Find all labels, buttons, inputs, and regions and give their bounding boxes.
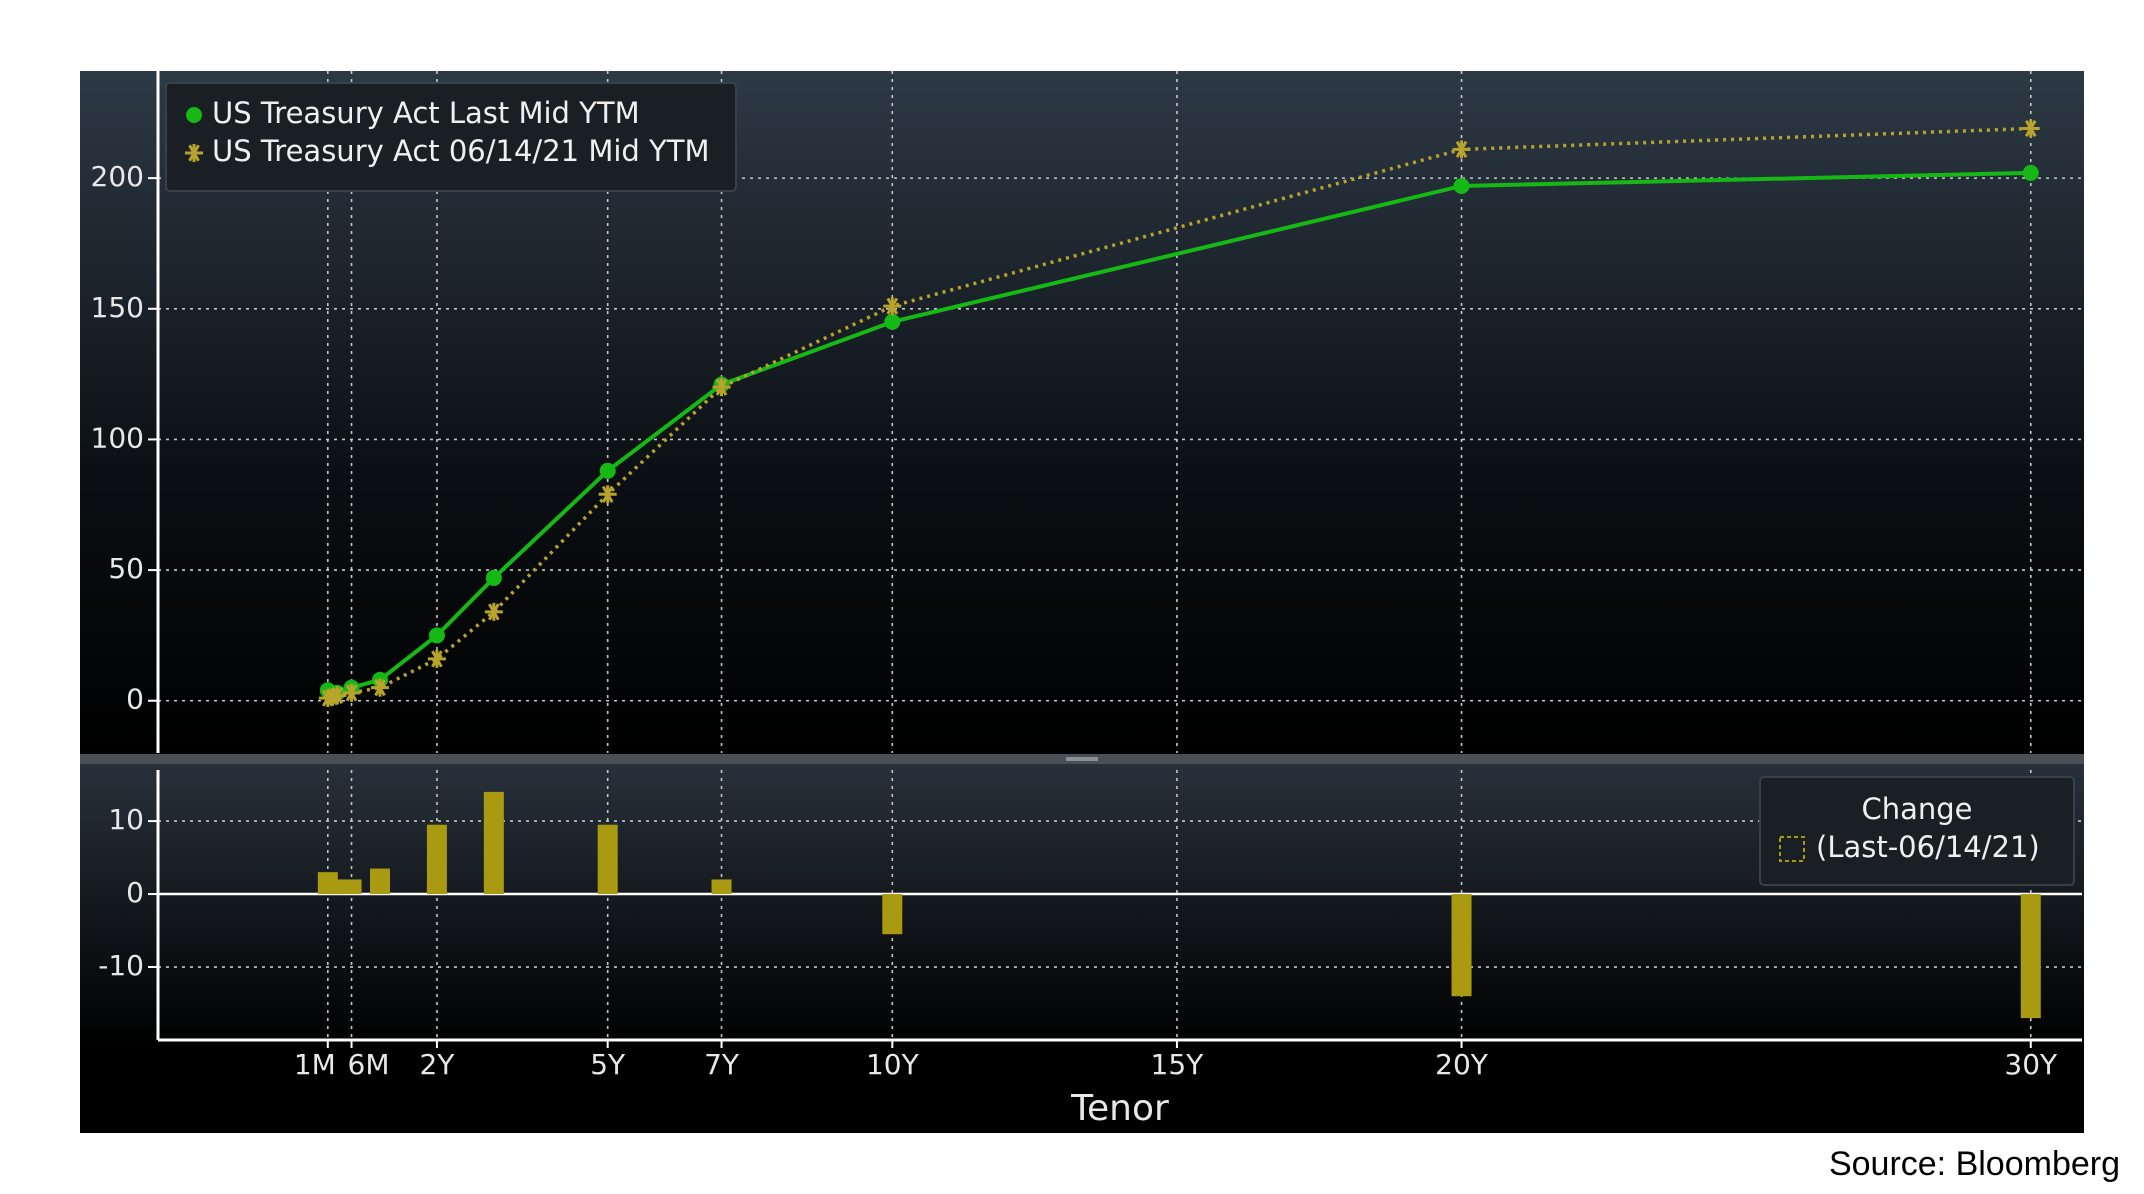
bar [1451,894,1472,997]
bar [483,791,504,895]
x-tick-label: 6M [348,1048,390,1081]
y-tick-label: 50 [108,552,144,585]
divider-handle [1066,757,1098,761]
x-axis-title: Tenor [1070,1088,1169,1129]
x-tick-label: 2Y [419,1048,455,1081]
y-tick-label: 0 [126,876,144,909]
point [328,686,347,705]
x-tick-label: 20Y [1435,1048,1489,1081]
x-tick-label: 5Y [590,1048,626,1081]
bar [711,879,732,895]
y-tick-label: -10 [98,949,144,982]
point [598,485,617,504]
y-tick-label: 200 [91,160,144,193]
y-tick-label: 0 [126,683,144,716]
source: Source: Bloomberg [1829,1145,2120,1183]
legend-box [1759,776,2075,886]
point [599,462,616,479]
bar [327,883,348,895]
x-tick-label: 7Y [704,1048,740,1081]
legend-box [165,82,737,192]
point [883,297,902,316]
point [712,378,731,397]
x-tick-label: 10Y [866,1048,920,1081]
legend-marker [1779,836,1805,862]
legend-title: Change [1861,792,1972,826]
point [427,649,446,668]
point [342,683,361,702]
point [2022,164,2039,181]
legend-label: (Last-06/14/21) [1816,830,2040,864]
x-tick-label: 15Y [1151,1048,1205,1081]
y-tick-label: 100 [91,421,144,454]
point [428,627,445,644]
x-tick-label: 30Y [2004,1048,2058,1081]
point [485,569,502,586]
y-tick-label: 10 [108,803,144,836]
legend-label: US Treasury Act 06/14/21 Mid YTM [212,134,709,168]
point [484,602,503,621]
point [1453,177,1470,194]
bar [341,879,362,895]
point [1452,140,1471,159]
x-tick-label: 1M [294,1048,336,1081]
y-tick-label: 150 [91,291,144,324]
bar [2020,894,2041,1019]
point [371,678,389,697]
bar [597,824,618,895]
legend-marker [186,107,202,123]
point [2021,119,2040,138]
point [884,313,901,330]
legend-label: US Treasury Act Last Mid YTM [212,96,640,130]
bar [882,894,903,935]
lower-panel [80,764,2084,1046]
bar [370,868,390,895]
legend-marker [185,144,203,162]
bar [426,824,447,895]
